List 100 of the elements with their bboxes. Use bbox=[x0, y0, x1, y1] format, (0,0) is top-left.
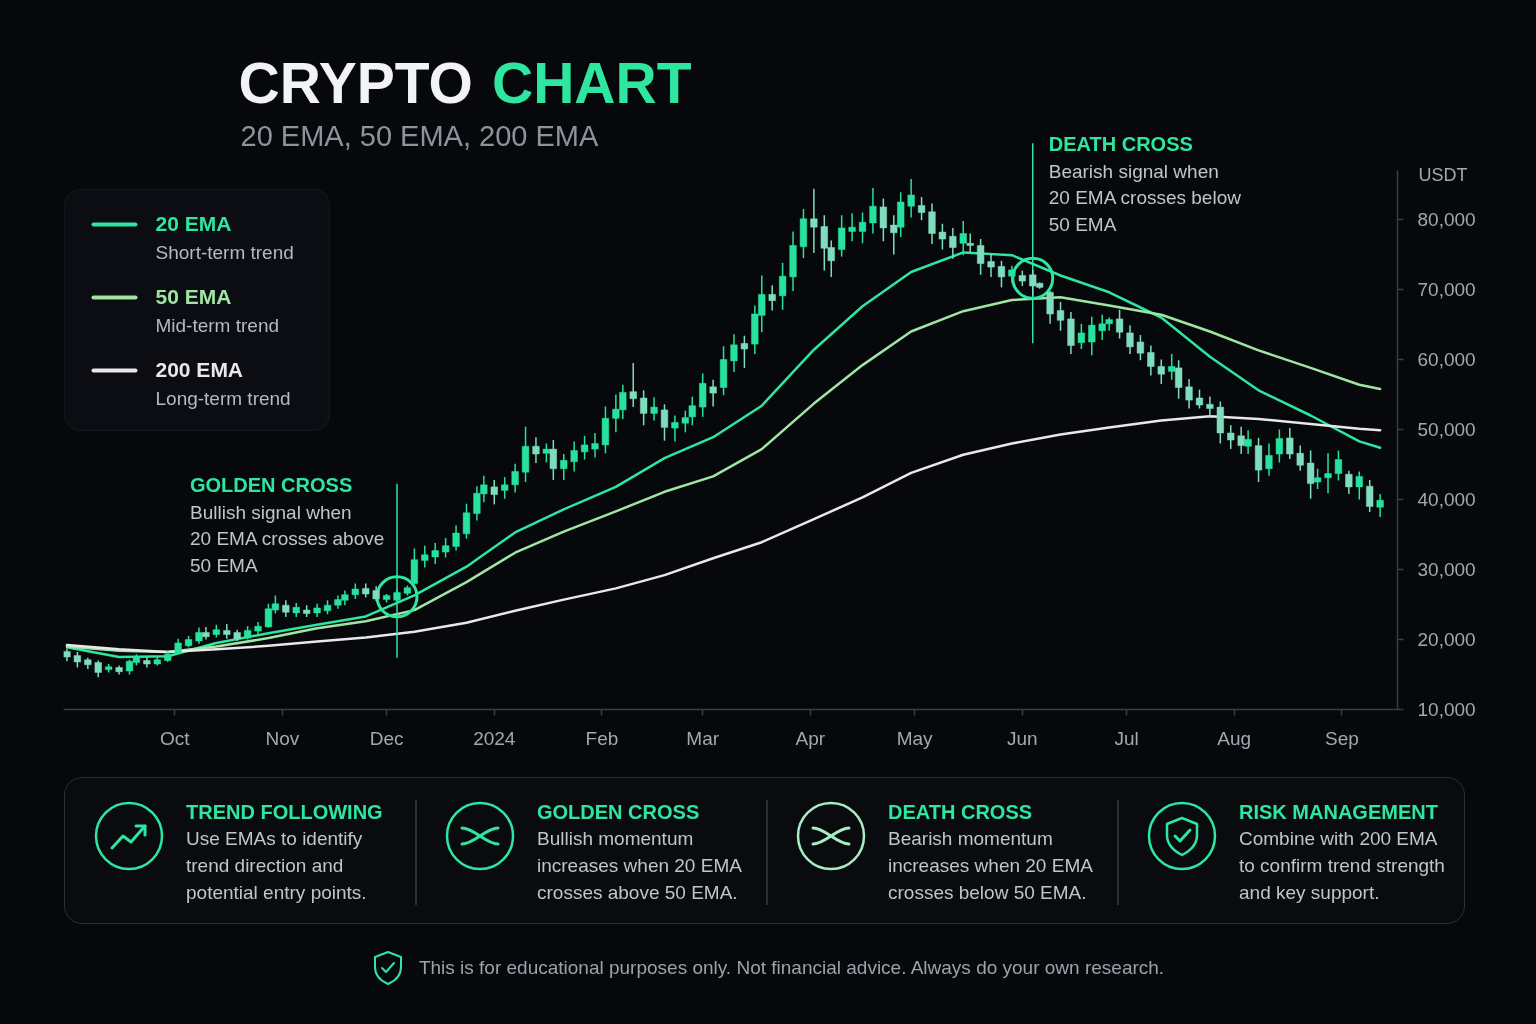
candlestick bbox=[1307, 449, 1315, 500]
candlestick bbox=[907, 178, 915, 219]
candlestick bbox=[1376, 493, 1384, 518]
candlestick bbox=[1046, 290, 1054, 325]
candlestick bbox=[1265, 442, 1273, 477]
candlestick bbox=[1244, 429, 1252, 455]
candlestick bbox=[848, 212, 856, 242]
x-tick-label: Jul bbox=[1114, 727, 1139, 749]
x-tick-label: Jun bbox=[1007, 727, 1038, 749]
candlestick bbox=[660, 403, 669, 442]
candlestick bbox=[501, 476, 509, 500]
candlestick bbox=[1088, 316, 1096, 357]
candlestick bbox=[699, 372, 707, 418]
annotation: Mid-term trend bbox=[155, 315, 280, 337]
text: This is for educational purposes only. Not financial advice. Always do your own research. bbox=[418, 956, 1165, 981]
candlestick bbox=[650, 396, 658, 422]
candlestick bbox=[1185, 378, 1193, 410]
candlestick bbox=[581, 435, 589, 461]
text: Bullish momentum increases when 20 EMA crosses above 50 EMA. bbox=[537, 827, 743, 905]
candlestick bbox=[1366, 479, 1374, 513]
candlestick bbox=[938, 222, 946, 251]
candlestick bbox=[879, 197, 887, 242]
candlestick bbox=[997, 260, 1006, 289]
candlestick bbox=[1077, 323, 1085, 350]
candlestick bbox=[1296, 444, 1304, 472]
y-tick-label: 60,000 bbox=[1417, 349, 1476, 370]
candlestick bbox=[810, 187, 818, 254]
candlestick bbox=[570, 440, 578, 473]
x-tick-label: Apr bbox=[795, 727, 826, 749]
candlestick bbox=[1334, 449, 1343, 482]
candlestick bbox=[549, 439, 557, 481]
candlestick bbox=[740, 334, 748, 369]
x-tick-label: Oct bbox=[159, 727, 191, 749]
candlestick bbox=[768, 284, 776, 312]
candlestick bbox=[1116, 309, 1124, 340]
candlestick bbox=[1237, 425, 1245, 455]
candlestick bbox=[640, 389, 648, 427]
text: TREND FOLLOWING bbox=[186, 800, 383, 824]
candlestick bbox=[977, 238, 985, 276]
y-axis-title: USDT bbox=[1418, 164, 1468, 185]
candlestick bbox=[1147, 344, 1155, 377]
candlestick bbox=[462, 502, 471, 540]
text: Combine with 200 EMA to confirm trend strength and key support. bbox=[1239, 827, 1446, 905]
candlestick bbox=[1056, 301, 1065, 332]
annotation: Bearish signal when 20 EMA crosses below 50 EMA bbox=[1048, 160, 1242, 235]
x-tick-label: Aug bbox=[1217, 727, 1252, 749]
y-tick-label: 30,000 bbox=[1417, 559, 1476, 580]
legend-label: 50 EMA bbox=[155, 285, 232, 309]
y-tick-label: 70,000 bbox=[1417, 279, 1476, 300]
candlestick bbox=[542, 442, 550, 464]
candlestick bbox=[987, 253, 995, 278]
candlestick bbox=[511, 463, 519, 494]
candlestick bbox=[1175, 359, 1183, 400]
candlestick bbox=[1195, 388, 1204, 410]
y-tick-label: 10,000 bbox=[1417, 699, 1476, 720]
candlestick bbox=[421, 544, 429, 569]
candlestick bbox=[1206, 395, 1214, 418]
candlestick bbox=[949, 227, 957, 260]
y-tick-label: 50,000 bbox=[1417, 419, 1476, 440]
candlestick bbox=[1314, 467, 1322, 490]
text: GOLDEN CROSS bbox=[537, 800, 700, 824]
x-tick-label: Mar bbox=[686, 727, 720, 749]
candlestick bbox=[1168, 353, 1176, 381]
candlestick bbox=[966, 232, 974, 254]
candlestick bbox=[858, 211, 867, 245]
text: Bearish momentum increases when 20 EMA crosses below 50 EMA. bbox=[888, 827, 1094, 905]
candlestick bbox=[442, 537, 450, 559]
candlestick bbox=[1157, 358, 1165, 385]
text: Use EMAs to identify trend direction and potential entry points. bbox=[186, 827, 368, 905]
ref-line-label: DEATH CROSS bbox=[1048, 132, 1193, 155]
text: DEATH CROSS bbox=[888, 800, 1033, 824]
candlestick bbox=[917, 196, 926, 221]
ref-line-label: GOLDEN CROSS bbox=[190, 474, 353, 497]
candlestick bbox=[532, 436, 540, 464]
candlestick bbox=[629, 362, 637, 408]
candlestick bbox=[709, 379, 717, 408]
annotation: Bullish signal when 20 EMA crosses above 50 EMA bbox=[190, 502, 385, 577]
chart-title: CRYPTO CHART bbox=[238, 50, 692, 115]
candlestick bbox=[730, 333, 738, 373]
x-tick-label: Feb bbox=[585, 727, 619, 749]
candlestick bbox=[1126, 324, 1134, 355]
x-tick-label: Nov bbox=[265, 727, 300, 749]
candlestick bbox=[1136, 334, 1145, 361]
candlestick bbox=[431, 542, 439, 565]
candlestick bbox=[779, 262, 787, 311]
legend-label: 200 EMA bbox=[155, 358, 244, 382]
candlestick bbox=[490, 479, 498, 506]
x-tick-label: Sep bbox=[1325, 727, 1359, 749]
candlestick bbox=[223, 623, 231, 640]
candlestick bbox=[560, 453, 568, 481]
candlestick bbox=[1227, 424, 1235, 450]
text: RISK MANAGEMENT bbox=[1239, 800, 1438, 824]
candlestick bbox=[1345, 470, 1353, 495]
y-tick-label: 80,000 bbox=[1417, 209, 1476, 230]
candlestick bbox=[838, 214, 846, 258]
candlestick bbox=[452, 524, 460, 552]
candlestick bbox=[591, 432, 599, 459]
x-tick-label: 2024 bbox=[473, 727, 516, 749]
candlestick bbox=[1275, 428, 1283, 464]
annotation: Long-term trend bbox=[155, 388, 291, 410]
